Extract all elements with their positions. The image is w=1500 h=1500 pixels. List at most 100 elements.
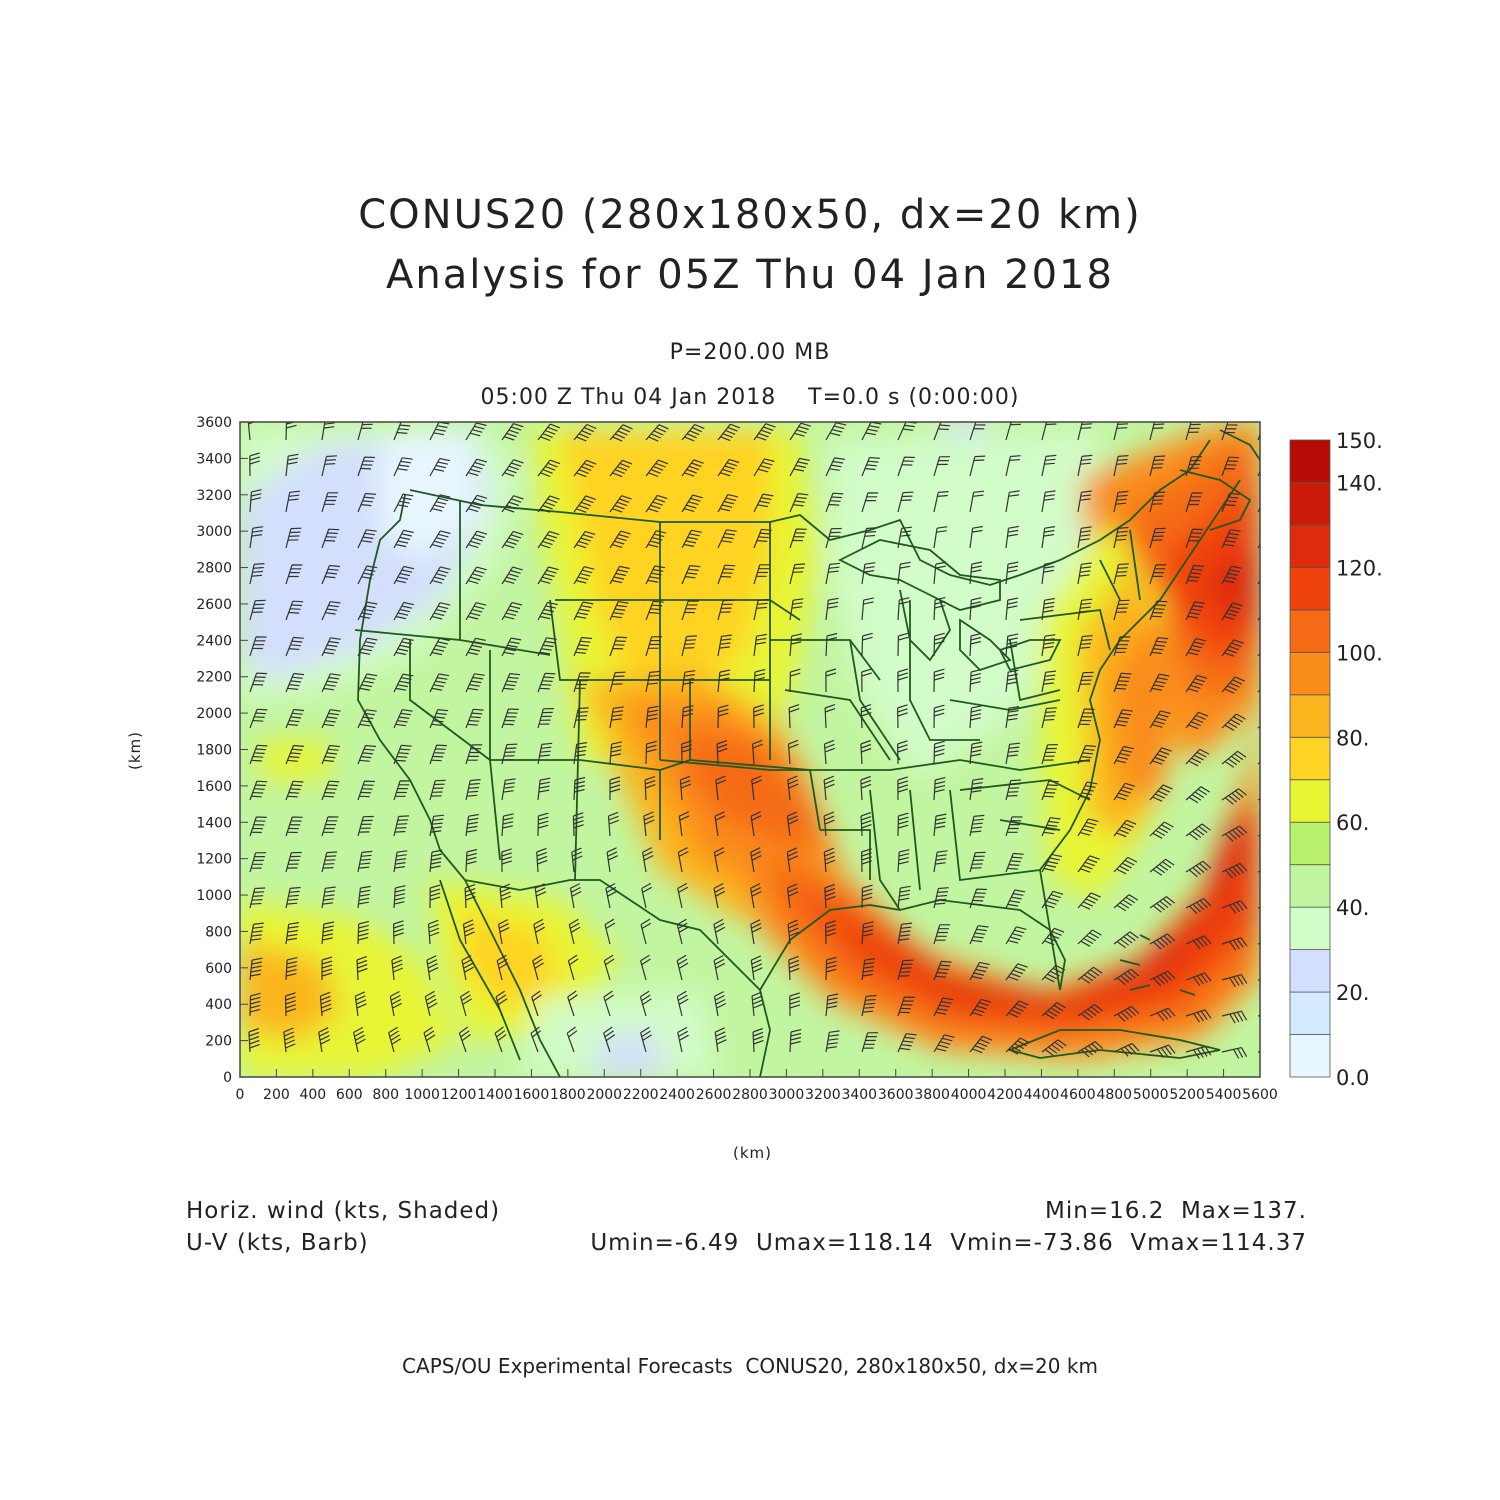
- wind-barb: [969, 597, 982, 621]
- wind-barbs: [247, 422, 1260, 1059]
- wind-barb: [429, 422, 450, 441]
- wind-barb: [1005, 633, 1019, 657]
- wind-barb: [1041, 780, 1060, 801]
- wind-barb: [537, 742, 553, 765]
- wind-barb: [1041, 744, 1058, 765]
- wind-barb: [897, 632, 909, 657]
- wind-barb: [1149, 821, 1174, 839]
- wind-barb: [1113, 782, 1136, 801]
- wind-barb: [609, 671, 626, 693]
- x-tick-label: 3600: [878, 1087, 914, 1103]
- x-tick-label: 2400: [659, 1087, 695, 1103]
- wind-barb: [496, 954, 509, 981]
- y-tick-label: 800: [205, 924, 232, 940]
- wind-barb: [501, 495, 524, 513]
- colorbar-label: 140.: [1336, 471, 1383, 495]
- wind-barb: [1185, 823, 1211, 841]
- wind-barb: [357, 565, 378, 585]
- wind-barb: [824, 704, 836, 729]
- y-tick-label: 1600: [196, 779, 232, 795]
- wind-barb: [285, 816, 303, 837]
- wind-barb: [573, 495, 596, 513]
- wind-barb: [603, 1026, 616, 1053]
- wind-barb: [897, 561, 911, 585]
- wind-barb: [573, 776, 586, 801]
- wind-barb: [357, 456, 375, 477]
- wind-barb: [1077, 598, 1093, 621]
- wind-barb: [423, 1026, 436, 1053]
- wind-barb: [537, 495, 560, 513]
- wind-barb: [1185, 674, 1208, 693]
- wind-barb: [753, 564, 771, 585]
- wind-barb: [573, 636, 593, 657]
- wind-barb: [609, 776, 621, 800]
- wind-barb: [501, 848, 513, 873]
- wind-barb: [393, 709, 413, 729]
- wind-barb: [897, 885, 911, 909]
- wind-barb: [1041, 526, 1056, 549]
- wind-barb: [609, 424, 633, 442]
- wind-barb: [752, 1027, 764, 1053]
- wind-barb: [1221, 937, 1248, 951]
- x-tick-label: 400: [299, 1087, 326, 1103]
- wind-barb: [1185, 456, 1203, 477]
- wind-barb: [861, 492, 879, 513]
- wind-barb: [391, 955, 404, 981]
- wind-barb: [1221, 676, 1245, 694]
- wind-barb: [753, 493, 774, 513]
- wind-barb: [465, 813, 479, 837]
- colorbar-swatch: [1289, 949, 1331, 993]
- wind-barb: [1149, 455, 1166, 477]
- wind-barb: [285, 780, 304, 801]
- wind-barb: [861, 668, 872, 693]
- wind-barb: [321, 422, 335, 441]
- colorbar-label: 100.: [1336, 641, 1383, 665]
- x-tick-label: 1400: [477, 1087, 513, 1103]
- wind-barb: [357, 885, 371, 909]
- wind-barb: [643, 811, 655, 837]
- wind-barb: [498, 919, 510, 945]
- wind-barb: [249, 852, 267, 873]
- wind-barb: [285, 600, 304, 621]
- wind-barb: [713, 918, 725, 945]
- colorbar-swatch: [1289, 524, 1331, 568]
- wind-barb: [1113, 490, 1129, 513]
- wind-barb: [609, 706, 624, 729]
- wind-barb: [249, 816, 267, 837]
- x-tick-label: 0: [236, 1087, 245, 1103]
- wind-barb: [1221, 492, 1240, 513]
- wind-barb: [933, 997, 954, 1017]
- wind-barb: [389, 990, 403, 1017]
- wind-barb: [897, 422, 917, 441]
- wind-barb: [285, 886, 301, 909]
- wind-barb: [605, 882, 618, 909]
- wind-barb: [969, 561, 983, 585]
- wind-barb: [354, 991, 367, 1017]
- wind-barb: [393, 673, 414, 693]
- wind-barb: [284, 992, 296, 1017]
- wind-barb: [787, 883, 799, 909]
- wind-barb: [1185, 786, 1211, 804]
- wind-barb: [357, 920, 369, 945]
- wind-barb: [897, 996, 915, 1017]
- wind-barb: [825, 956, 837, 981]
- wind-barb: [933, 1034, 955, 1053]
- wind-barb: [285, 527, 302, 549]
- wind-barb: [676, 954, 689, 981]
- wind-barb: [429, 494, 451, 513]
- wind-barb: [677, 882, 688, 909]
- wind-barb: [1257, 616, 1260, 621]
- wind-barb: [607, 811, 620, 837]
- x-tick-label: 4000: [951, 1087, 987, 1103]
- wind-barb: [321, 673, 341, 693]
- wind-barb: [1005, 1000, 1029, 1018]
- wind-barb: [609, 495, 632, 513]
- wind-barb: [534, 883, 547, 909]
- y-tick-label: 1000: [196, 888, 232, 904]
- wind-barb: [1041, 422, 1057, 441]
- wind-barb: [825, 422, 847, 441]
- y-tick-label: 3600: [196, 415, 232, 431]
- wind-barb: [393, 529, 414, 549]
- wind-barb: [1221, 529, 1241, 549]
- y-tick-label: 2800: [196, 561, 232, 577]
